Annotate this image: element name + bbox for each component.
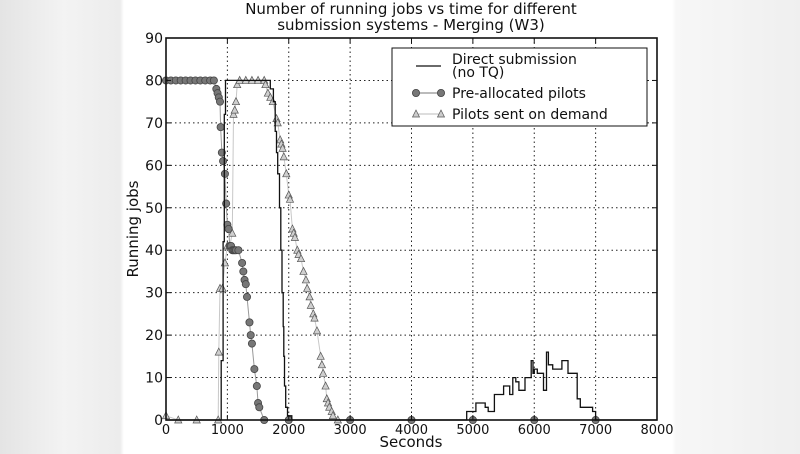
legend-circle-marker-icon [411, 89, 445, 98]
circle-marker-icon [222, 199, 231, 208]
y-tick-label: 20 [145, 328, 163, 344]
triangle-marker-icon [317, 360, 327, 369]
y-axis-label: Running jobs [124, 180, 142, 277]
chart-title-line-2: submission systems - Merging (W3) [277, 16, 545, 34]
y-tick-label: 10 [145, 371, 163, 387]
circle-marker-icon [255, 403, 264, 412]
triangle-marker-icon [231, 96, 241, 106]
triangle-marker-icon [316, 351, 325, 360]
y-tick-label: 0 [154, 413, 163, 429]
data-series [161, 75, 657, 424]
y-tick-label: 50 [145, 201, 163, 217]
circle-marker-icon [243, 292, 252, 301]
triangle-marker-icon [328, 410, 338, 420]
y-tick-label: 30 [145, 286, 163, 302]
circle-marker-icon [234, 246, 243, 255]
legend: Direct submission (no TQ) Pre-allocated … [391, 47, 648, 127]
legend-label-direct-sub: (no TQ) [452, 65, 504, 81]
triangle-marker-icon [305, 292, 314, 301]
chart-title: Number of running jobs vs time for diffe… [245, 0, 577, 34]
legend-triangle-marker-icon [411, 109, 446, 118]
triangle-marker-icon [312, 326, 322, 335]
triangle-marker-icon [302, 283, 312, 292]
y-axis-tick-labels: 0 10 20 30 40 50 60 70 80 90 [145, 31, 163, 429]
legend-label-direct: Direct submission [452, 52, 577, 68]
y-tick-label: 40 [145, 243, 163, 259]
y-tick-label: 60 [145, 158, 163, 174]
x-axis-tick-labels: 0 1000 2000 3000 4000 5000 6000 7000 8000 [162, 423, 674, 438]
triangle-marker-icon [273, 118, 282, 127]
series-direct-submission-no-tq [166, 79, 657, 421]
circle-marker-icon [245, 318, 254, 327]
circle-marker-icon [224, 224, 233, 233]
x-tick-label: 7000 [579, 423, 612, 438]
x-tick-label: 0 [162, 423, 170, 438]
circle-marker-icon [216, 97, 225, 106]
circle-marker-icon [219, 157, 228, 166]
circle-marker-icon [247, 339, 256, 348]
chart-title-line-1: Number of running jobs vs time for diffe… [245, 0, 577, 18]
x-tick-label: 6000 [518, 423, 551, 438]
triangle-marker-icon [278, 143, 287, 152]
y-tick-label: 70 [145, 116, 163, 132]
axis-ticks [165, 37, 658, 421]
circle-marker-icon [238, 258, 247, 267]
triangle-marker-icon [229, 109, 238, 118]
triangle-marker-icon [306, 300, 316, 309]
y-tick-label: 80 [145, 73, 163, 89]
triangle-marker-icon [285, 194, 295, 203]
x-axis-label: Seconds [379, 433, 442, 450]
y-tick-label: 90 [145, 31, 163, 47]
circle-marker-icon [216, 123, 225, 132]
x-tick-label: 8000 [640, 423, 673, 438]
triangle-marker-icon [282, 169, 291, 178]
triangle-marker-icon [310, 313, 319, 322]
triangle-marker-icon [290, 232, 300, 241]
circle-marker-icon [239, 267, 248, 276]
triangle-marker-icon [261, 79, 270, 89]
triangle-marker-icon [318, 368, 328, 377]
legend-box [391, 47, 648, 127]
triangle-marker-icon [214, 347, 223, 356]
legend-label-on-demand: Pilots sent on demand [452, 107, 608, 123]
circle-marker-icon [250, 365, 259, 374]
circle-marker-icon [209, 76, 218, 85]
x-tick-label: 3000 [334, 423, 367, 438]
circle-marker-icon [252, 382, 261, 391]
legend-label-preallocated: Pre-allocated pilots [452, 86, 586, 102]
triangle-marker-icon [279, 152, 289, 161]
x-tick-label: 4000 [395, 423, 428, 438]
x-tick-label: 1000 [211, 423, 244, 438]
triangle-marker-icon [228, 228, 237, 237]
circle-marker-icon [246, 331, 255, 340]
triangle-marker-icon [230, 105, 239, 114]
x-tick-label: 2000 [272, 423, 305, 438]
x-tick-label: 5000 [456, 423, 489, 438]
triangle-marker-icon [321, 381, 330, 390]
triangle-marker-icon [301, 275, 311, 284]
circle-marker-icon [241, 280, 250, 289]
triangle-marker-icon [296, 253, 306, 263]
triangle-marker-icon [299, 266, 308, 275]
triangle-marker-icon [233, 79, 242, 89]
